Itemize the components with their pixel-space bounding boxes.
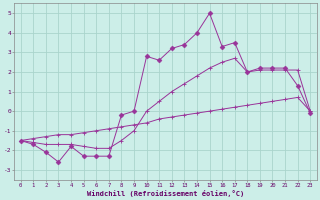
X-axis label: Windchill (Refroidissement éolien,°C): Windchill (Refroidissement éolien,°C) [87, 190, 244, 197]
